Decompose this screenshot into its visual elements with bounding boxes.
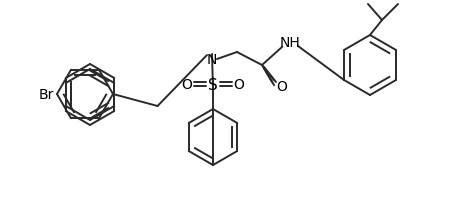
Text: O: O	[182, 78, 192, 92]
Text: O: O	[276, 80, 287, 94]
Text: NH: NH	[280, 36, 300, 50]
Text: O: O	[234, 78, 244, 92]
Text: N: N	[207, 53, 217, 67]
Text: Br: Br	[39, 87, 54, 101]
Text: S: S	[208, 77, 218, 92]
